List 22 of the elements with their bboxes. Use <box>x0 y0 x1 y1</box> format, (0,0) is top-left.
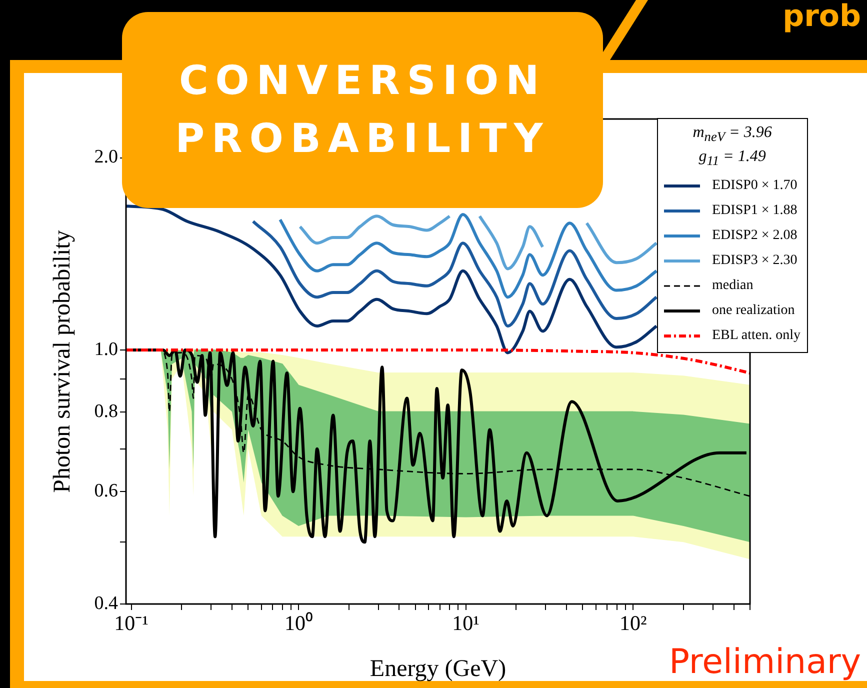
y-tick-label: 0.8 <box>94 400 118 422</box>
y-tick-label: 0.4 <box>94 592 118 614</box>
text: prob <box>782 0 861 34</box>
chart-title: CONVERSION PROBABILITY <box>174 57 551 164</box>
legend-label: EDISP1 × 1.88 <box>712 202 798 219</box>
y-tick-label: 1.0 <box>94 338 118 360</box>
legend-label: EDISP3 × 2.30 <box>712 252 798 269</box>
text: m$_{neV}$ = 3.96 g$_{11}$ = 1.49 <box>692 124 772 168</box>
x-tick-label: 10¹ <box>452 611 480 636</box>
y-tick-label: 2.0 <box>94 146 118 168</box>
y-axis-title: Photon survival probability <box>50 230 76 493</box>
y-tick-label: 0.6 <box>94 480 118 502</box>
legend-label: median <box>712 278 754 294</box>
x-tick-label: 10⁻¹ <box>114 611 148 636</box>
x-tick-label: 10² <box>619 611 647 636</box>
legend-label: EDISP2 × 2.08 <box>712 228 798 244</box>
legend-label: one realization <box>712 302 795 319</box>
legend-label: EBL atten. only <box>712 328 801 344</box>
x-tick-label: 10⁰ <box>284 611 313 636</box>
legend-label: EDISP0 × 1.70 <box>712 178 798 194</box>
x-axis-title: Energy (GeV) <box>370 656 506 682</box>
text: Preliminary <box>669 642 861 682</box>
